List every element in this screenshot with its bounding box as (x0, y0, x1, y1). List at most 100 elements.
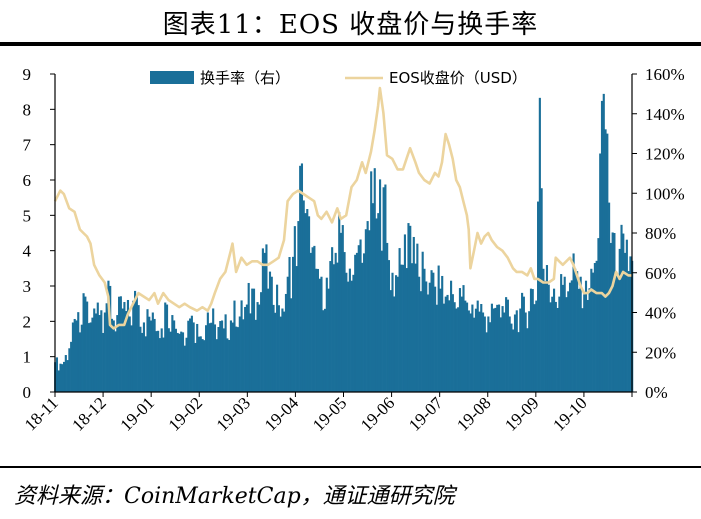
turnover-bar (588, 288, 591, 392)
turnover-bar (139, 326, 142, 392)
turnover-bar (260, 292, 263, 392)
turnover-bar (545, 265, 549, 392)
turnover-bar (366, 221, 369, 392)
turnover-bar (624, 252, 627, 392)
turnover-bar (235, 326, 238, 392)
x-tick-label: 19-06 (357, 393, 398, 434)
turnover-bar (302, 200, 305, 392)
turnover-bar (249, 313, 252, 392)
turnover-bar (412, 236, 415, 392)
turnover-bar (608, 202, 611, 392)
turnover-bar (61, 364, 64, 392)
turnover-bar (375, 218, 378, 392)
turnover-bar (215, 339, 218, 392)
turnover-bar (110, 318, 114, 392)
turnover-bar (297, 221, 300, 392)
turnover-bar (384, 184, 387, 392)
turnover-bar (238, 316, 241, 392)
turnover-bar (325, 277, 328, 392)
turnover-bar (528, 311, 531, 392)
turnover-bar (100, 310, 103, 392)
x-tick-label: 19-05 (309, 393, 350, 434)
turnover-bar (597, 238, 600, 392)
turnover-bar (533, 304, 536, 392)
turnover-bar (205, 325, 208, 392)
turnover-bar (448, 300, 451, 392)
turnover-bar (460, 296, 463, 392)
turnover-bar (66, 360, 69, 392)
turnover-bar (343, 252, 346, 392)
turnover-bar (481, 312, 485, 392)
turnover-bar (505, 297, 508, 392)
turnover-bar (524, 312, 527, 392)
turnover-bar (359, 239, 362, 392)
turnover-bar (386, 242, 389, 392)
turnover-bar (416, 243, 419, 392)
turnover-bar (162, 337, 165, 392)
x-tick-label: 19-01 (117, 393, 158, 434)
turnover-bar (293, 226, 296, 392)
turnover-bar (379, 179, 382, 392)
turnover-bar (229, 320, 233, 392)
turnover-bar (563, 276, 566, 392)
turnover-bar (192, 322, 195, 392)
turnover-bar (517, 332, 520, 392)
turnover-bar (348, 268, 351, 392)
turnover-bar (570, 280, 573, 392)
turnover-bar (137, 305, 140, 392)
turnover-bar (538, 97, 541, 392)
turnover-bar (508, 316, 511, 392)
turnover-bar (93, 308, 96, 392)
turnover-bar (158, 338, 161, 392)
turnover-bar (118, 296, 121, 392)
turnover-bar (519, 308, 522, 392)
turnover-bar (281, 308, 284, 392)
legend-price-label: EOS收盘价（USD） (389, 69, 527, 87)
turnover-bar (513, 314, 517, 392)
turnover-bar (208, 323, 211, 392)
turnover-bar (387, 260, 391, 392)
turnover-bar (89, 322, 92, 392)
right-tick-label: 0% (645, 383, 668, 402)
right-tick-label: 160% (645, 65, 685, 84)
turnover-bar (476, 300, 479, 392)
turnover-bar (148, 316, 151, 392)
turnover-bar (398, 248, 401, 392)
turnover-bar (78, 332, 82, 392)
turnover-bar (489, 322, 492, 392)
turnover-bar (197, 336, 201, 392)
turnover-bar (286, 276, 289, 392)
turnover-bars (54, 93, 634, 393)
turnover-bar (428, 282, 431, 392)
turnover-bar (512, 329, 515, 392)
x-tick-label: 19-07 (405, 393, 447, 435)
turnover-bar (586, 299, 589, 392)
turnover-bar (602, 93, 605, 392)
turnover-bar (190, 315, 193, 392)
legend-turnover-label: 换手率（右） (200, 69, 290, 87)
turnover-bar (244, 307, 247, 392)
turnover-bar (146, 309, 149, 392)
turnover-bar (247, 282, 250, 392)
turnover-bar (57, 370, 60, 392)
turnover-bar (323, 308, 327, 392)
turnover-bar (315, 268, 318, 392)
turnover-bar (295, 266, 298, 392)
turnover-bar (91, 317, 94, 392)
turnover-bar (258, 304, 261, 392)
turnover-bar (474, 308, 478, 392)
turnover-bar (347, 281, 350, 392)
turnover-bar (251, 288, 254, 392)
turnover-bar (320, 276, 323, 392)
turnover-bar (142, 322, 146, 392)
turnover-bar (490, 303, 493, 392)
turnover-bar (457, 307, 460, 392)
turnover-bar (393, 296, 396, 392)
turnover-bar (105, 303, 108, 392)
turnover-bar (480, 304, 483, 392)
turnover-bar (435, 304, 438, 392)
turnover-bar (176, 332, 179, 392)
turnover-bar (583, 294, 586, 392)
turnover-bar (577, 288, 580, 392)
turnover-bar (64, 355, 67, 392)
